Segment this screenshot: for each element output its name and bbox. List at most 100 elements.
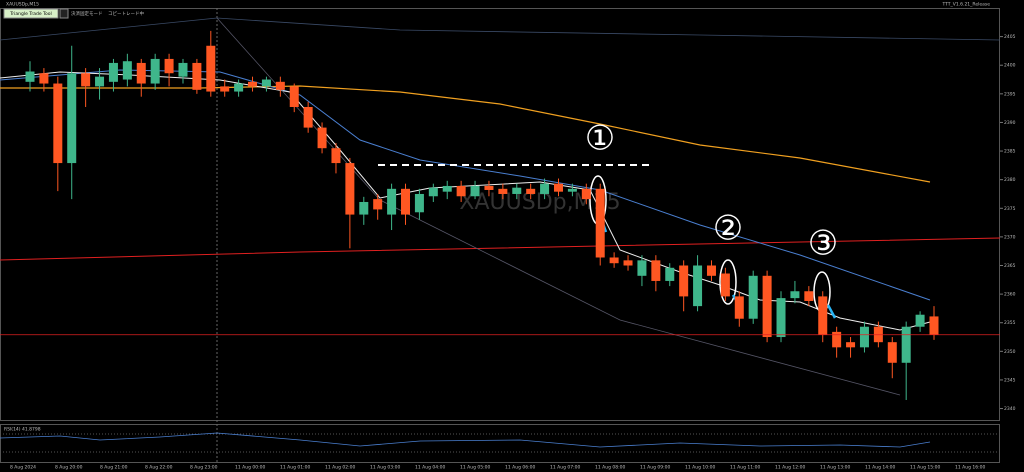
candle-body [192, 62, 202, 90]
candle-body [804, 291, 814, 301]
candle-body [776, 298, 786, 338]
candle-body [234, 83, 244, 92]
candle-body [275, 81, 285, 90]
x-tick-label: 11 Aug 03:00 [370, 465, 400, 471]
ma-very-long [0, 237, 1001, 261]
candle-body [387, 188, 397, 215]
toolbar: Triangle Trade Tool 決済固定モード コピートレード中 [3, 8, 144, 19]
x-tick-label: 8 Aug 22:00 [145, 465, 173, 471]
symbol-label: XAUUSDp,M15 [6, 2, 39, 8]
x-tick-label: 11 Aug 16:00 [955, 465, 985, 471]
x-tick-label: 11 Aug 05:00 [460, 465, 490, 471]
candle-body [637, 260, 647, 276]
x-tick-label: 8 Aug 21:00 [100, 465, 128, 471]
candle-body [540, 183, 550, 194]
x-tick-label: 11 Aug 10:00 [685, 465, 715, 471]
x-tick-label: 8 Aug 2024 [10, 465, 36, 471]
candle-body [470, 185, 480, 197]
candle-body [206, 45, 216, 92]
candle-body [456, 185, 466, 197]
candle-body [317, 127, 327, 149]
x-tick-label: 11 Aug 09:00 [640, 465, 670, 471]
candle-body [665, 267, 675, 281]
x-tick-label: 11 Aug 00:00 [235, 465, 265, 471]
candle-body [734, 296, 744, 319]
y-tick-label: 2400 [1004, 63, 1016, 69]
y-tick-label: 2365 [1004, 263, 1016, 269]
annotation: ③ [808, 224, 838, 264]
button-label: Triangle Trade Tool [9, 11, 52, 17]
candle-body [498, 188, 508, 194]
candle-body [108, 62, 118, 82]
candle-body [887, 342, 897, 363]
annotation: ② [713, 209, 743, 249]
y-tick-label: 2340 [1004, 406, 1016, 412]
x-tick-label: 11 Aug 02:00 [325, 465, 355, 471]
candle-body [901, 326, 911, 363]
main-frame [0, 8, 1000, 421]
x-tick-label: 11 Aug 13:00 [820, 465, 850, 471]
button-label: 決済固定モード [71, 10, 103, 17]
candle-body [331, 148, 341, 164]
x-tick-label: 11 Aug 08:00 [595, 465, 625, 471]
candle-body [53, 83, 63, 164]
candle-body [220, 86, 230, 92]
candle-body [553, 183, 563, 192]
ma-short [0, 71, 931, 331]
watermark: XAUUSDp,M15 [459, 190, 620, 215]
y-tick-label: 2380 [1004, 177, 1016, 183]
button[interactable] [3, 8, 59, 19]
candle-body [401, 188, 411, 215]
x-tick-label: 11 Aug 04:00 [415, 465, 445, 471]
x-tick-label: 8 Aug 20:00 [55, 465, 83, 471]
candle-body [790, 291, 800, 299]
candle-body [67, 73, 77, 164]
checkbox[interactable] [59, 8, 69, 19]
candle-body [748, 275, 758, 319]
highlight [719, 259, 737, 305]
candle-body [442, 185, 452, 192]
candle-body [303, 106, 313, 128]
candle-body [929, 316, 939, 335]
version-label: TTT_V1.6.21_Release [941, 2, 990, 8]
x-tick-label: 11 Aug 01:00 [280, 465, 310, 471]
candle-body [720, 273, 730, 297]
indicator-frame [0, 424, 1000, 463]
trendline [216, 17, 901, 396]
candle-body [289, 86, 299, 107]
x-tick-label: 8 Aug 23:00 [190, 465, 218, 471]
candle-body [595, 188, 605, 258]
indicator-label: RSI(14) 41.8798 [4, 427, 41, 433]
candle-body [915, 314, 925, 327]
candle-body [95, 76, 105, 87]
candle-body [762, 275, 772, 338]
ma-long [0, 85, 931, 183]
button-label: コピートレード中 [108, 10, 144, 17]
candle-body [248, 81, 258, 87]
candle-body [846, 342, 856, 348]
y-tick-label: 2395 [1004, 91, 1016, 97]
candle-body [818, 296, 828, 335]
y-tick-label: 2385 [1004, 149, 1016, 155]
y-tick-label: 2350 [1004, 349, 1016, 355]
y-tick-label: 2360 [1004, 292, 1016, 298]
candle-body [693, 265, 703, 307]
y-tick-label: 2370 [1004, 234, 1016, 240]
x-tick-label: 11 Aug 14:00 [865, 465, 895, 471]
candle-body [414, 193, 424, 213]
annotation: ① [585, 119, 615, 159]
x-tick-label: 11 Aug 11:00 [730, 465, 760, 471]
candle-body [373, 199, 383, 210]
candle-body [609, 257, 619, 264]
candle-body [136, 62, 146, 84]
y-tick-label: 2345 [1004, 377, 1016, 383]
y-tick-label: 2405 [1004, 34, 1016, 40]
candle-body [567, 188, 577, 192]
candle-body [178, 62, 188, 77]
candle-body [651, 260, 661, 281]
candle-body [484, 185, 494, 190]
x-tick-label: 11 Aug 15:00 [910, 465, 940, 471]
